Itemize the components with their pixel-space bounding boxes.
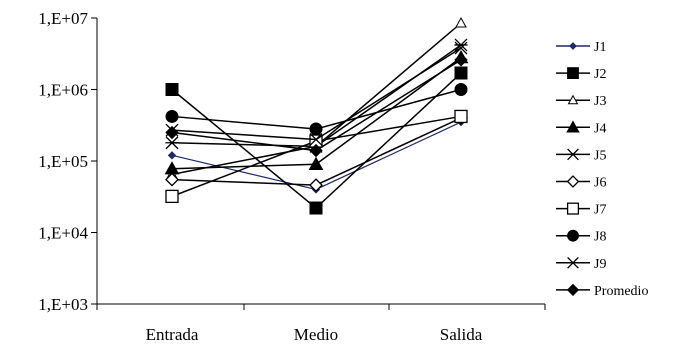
- point: [454, 53, 468, 67]
- legend-label: J3: [594, 94, 606, 109]
- point: [567, 229, 579, 242]
- point: [454, 66, 468, 80]
- legend-entry: J3: [556, 94, 606, 109]
- legend-entry: J6: [556, 175, 606, 191]
- point: [567, 256, 579, 269]
- legend-entry: J5: [556, 148, 606, 163]
- point: [309, 201, 323, 215]
- legend-label: J2: [594, 67, 606, 82]
- x-tick-label: Entrada: [146, 325, 199, 344]
- legend-label: J4: [594, 121, 606, 136]
- legend: J1 J2 J3 J4 J5 J6 J7 J8 J9 Promedio: [556, 40, 648, 299]
- legend-entry: Promedio: [556, 283, 648, 299]
- point: [566, 175, 580, 188]
- legend-label: J5: [594, 148, 606, 163]
- point: [566, 283, 580, 297]
- point: [454, 41, 468, 55]
- legend-label: J1: [594, 40, 606, 55]
- point: [165, 172, 179, 187]
- point: [165, 109, 179, 123]
- y-tick-label: 1,E+07: [38, 9, 88, 28]
- point: [567, 94, 579, 105]
- legend-label: Promedio: [594, 284, 648, 299]
- point: [454, 109, 468, 124]
- series-j8: [165, 83, 468, 136]
- point: [566, 120, 580, 133]
- y-tick-label: 1,E+06: [38, 81, 88, 100]
- legend-entry: J7: [556, 202, 606, 218]
- point: [454, 38, 468, 52]
- y-tick-label: 1,E+05: [38, 152, 88, 171]
- series-j7: [165, 109, 468, 204]
- series-j9: [165, 41, 468, 146]
- series-j2: [165, 66, 468, 215]
- legend-label: J8: [594, 230, 606, 245]
- point: [454, 83, 468, 96]
- point: [309, 178, 323, 193]
- y-tick-label: 1,E+04: [38, 224, 88, 243]
- axes: 1,E+03 1,E+04 1,E+05 1,E+06 1,E+07 Entrada Med…: [38, 9, 546, 344]
- point: [567, 148, 579, 161]
- point: [165, 136, 179, 150]
- point: [567, 67, 579, 79]
- legend-label: J7: [594, 203, 606, 218]
- legend-entry: J8: [556, 230, 606, 245]
- point: [309, 133, 323, 146]
- legend-label: J6: [594, 176, 606, 191]
- legend-entry: J4: [556, 120, 606, 136]
- point: [165, 189, 179, 204]
- point: [167, 151, 177, 160]
- legend-entry: J1: [556, 40, 606, 55]
- series-layer: [164, 17, 469, 215]
- legend-entry: J9: [556, 257, 606, 272]
- x-tick-label: Medio: [294, 325, 338, 344]
- point: [566, 202, 580, 215]
- legend-entry: J2: [556, 67, 606, 82]
- point: [309, 122, 323, 136]
- series-promedio: [165, 53, 468, 158]
- point: [569, 42, 577, 50]
- point: [455, 17, 467, 28]
- point: [165, 83, 179, 96]
- y-tick-label: 1,E+03: [38, 295, 88, 314]
- point: [165, 125, 179, 140]
- point: [309, 143, 323, 158]
- point: [308, 156, 324, 170]
- x-tick-label: Salida: [440, 325, 483, 344]
- legend-label: J9: [594, 257, 606, 272]
